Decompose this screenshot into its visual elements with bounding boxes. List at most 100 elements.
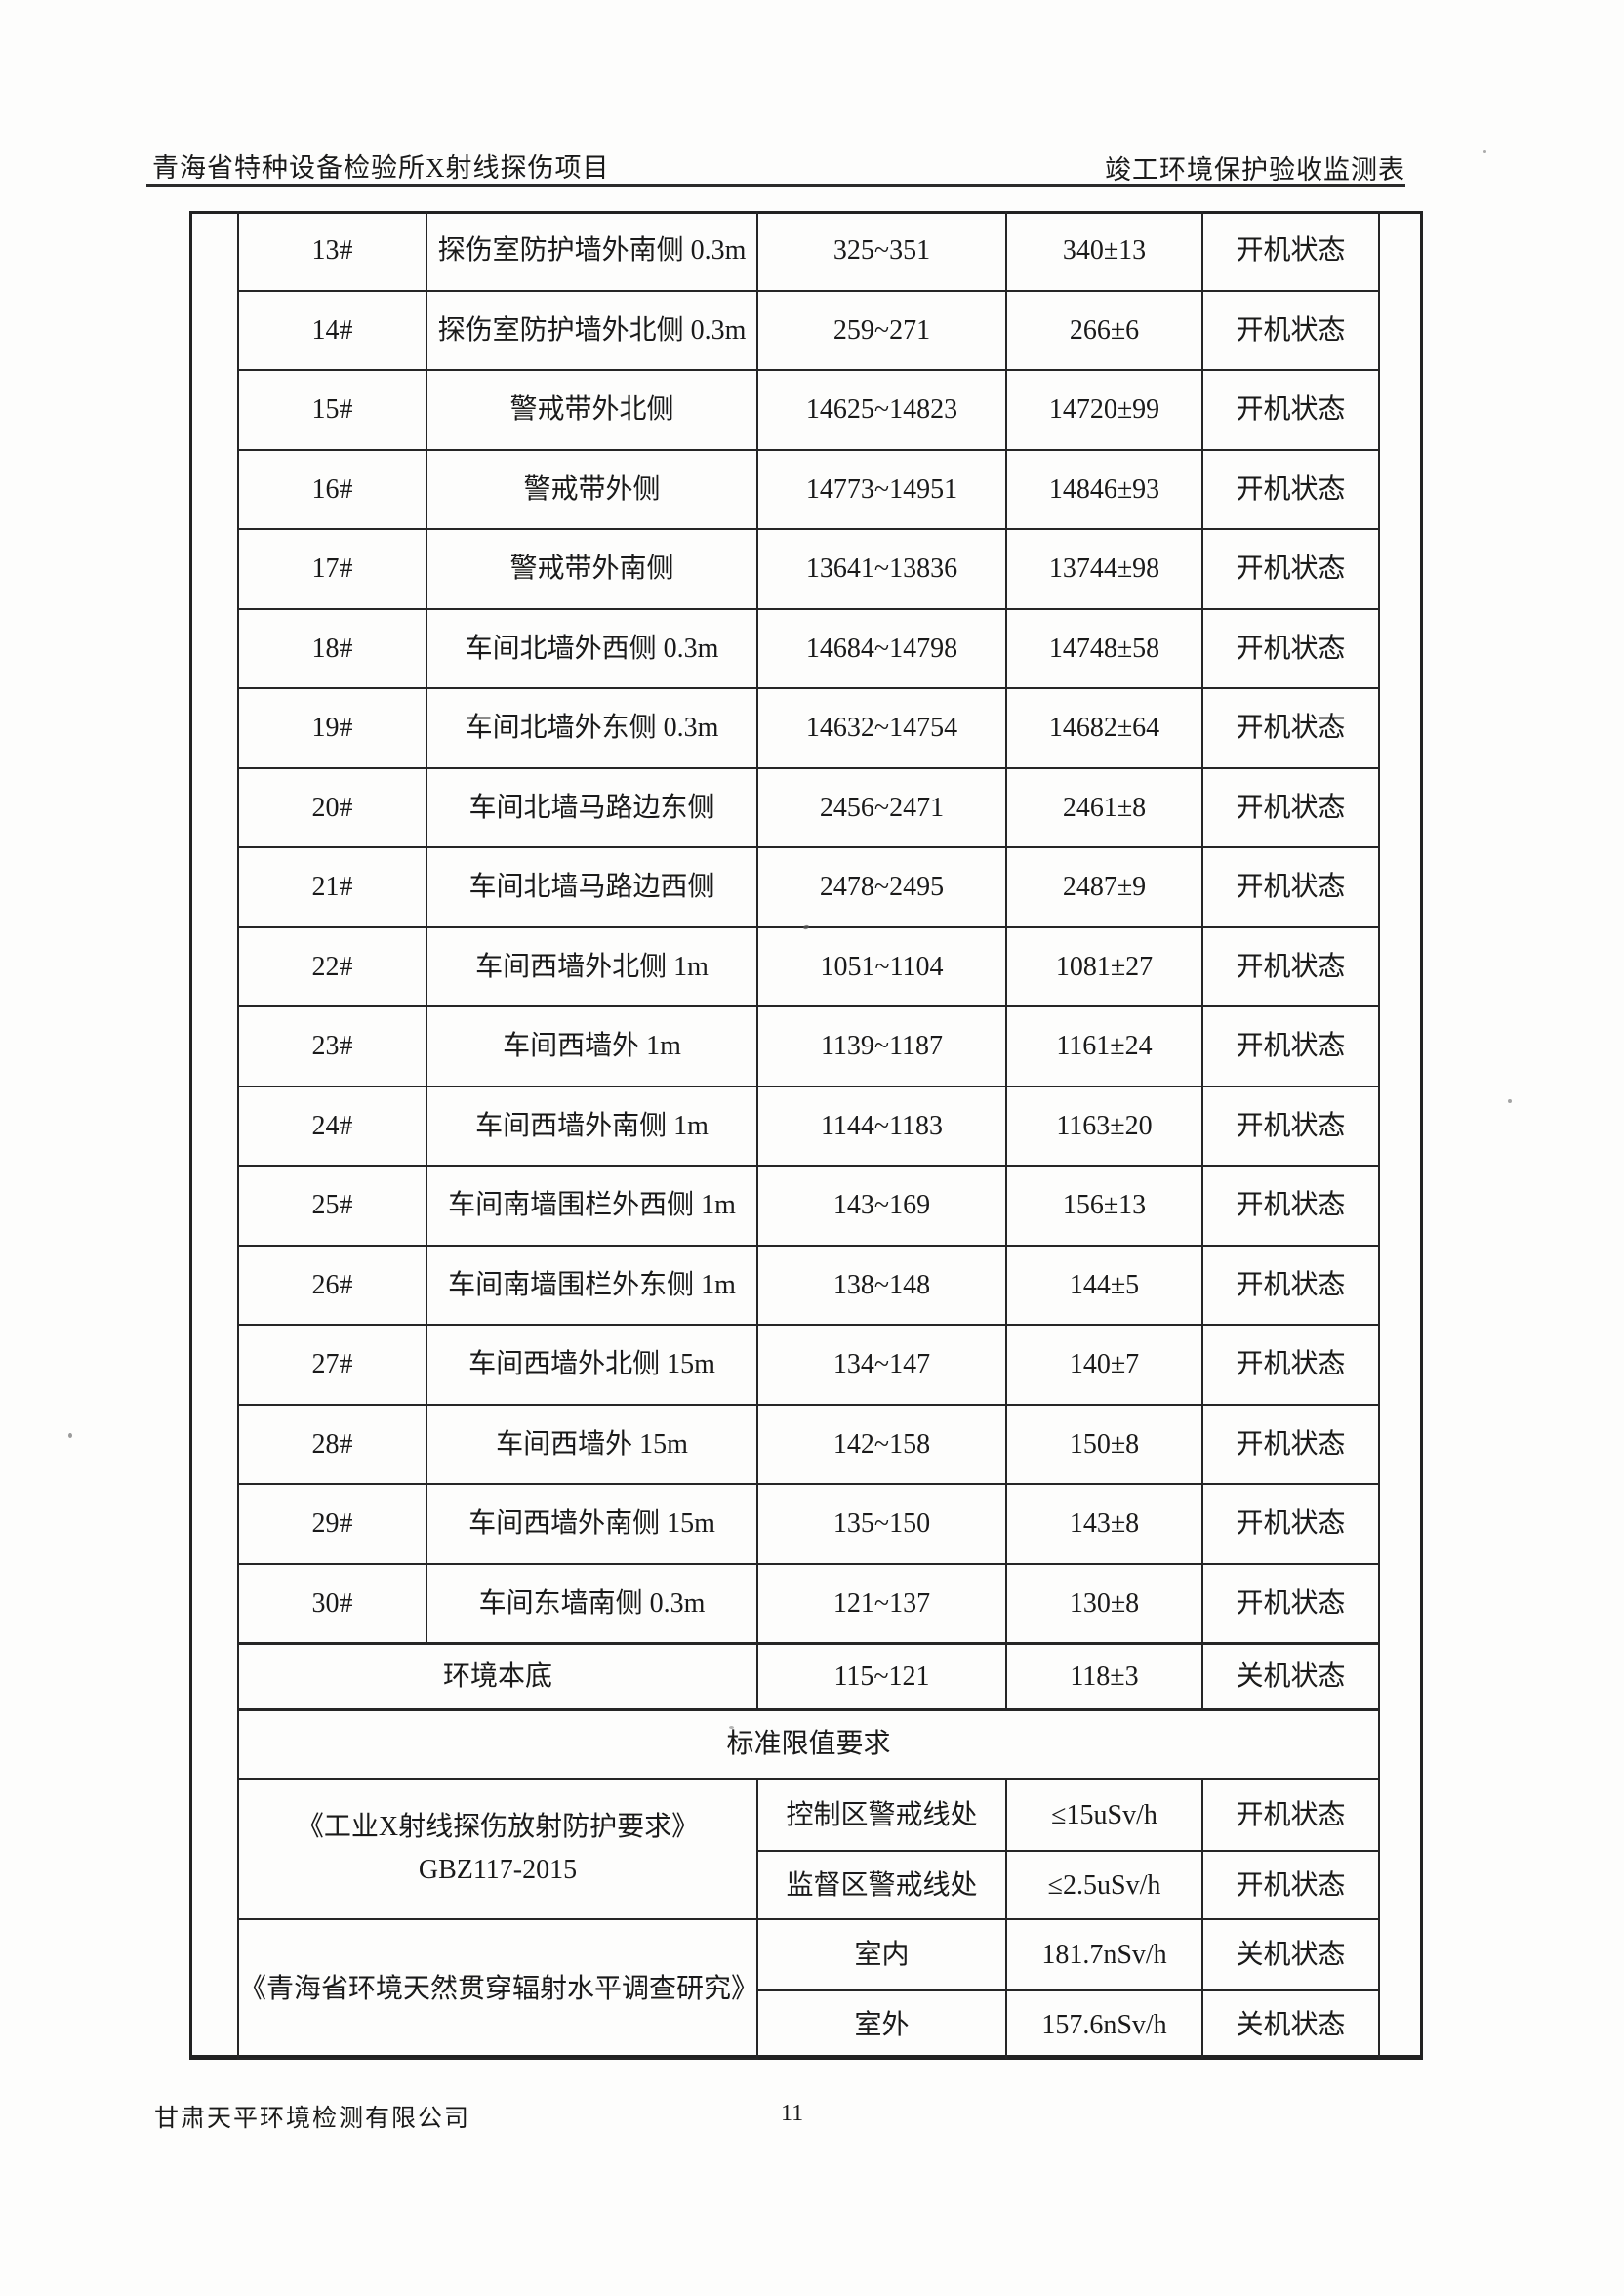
machine-status-cell: 开机状态 xyxy=(1201,925,1380,1007)
dose-range-cell: 14625~14823 xyxy=(756,369,1007,451)
table-row: 22# 车间西墙外北侧 1m 1051~1104 1081±27 开机状态 xyxy=(237,925,1380,1007)
background-label-cell: 环境本底 xyxy=(237,1641,758,1710)
dose-range-cell: 2456~2471 xyxy=(756,766,1007,848)
background-row: 环境本底 115~121 118±3 关机状态 xyxy=(237,1641,1380,1710)
point-id-cell: 13# xyxy=(237,211,427,292)
dose-mean-cell: 140±7 xyxy=(1005,1324,1203,1406)
standards-header-cell: 标准限值要求 xyxy=(237,1707,1380,1780)
point-id-cell: 29# xyxy=(237,1483,427,1565)
dose-mean-cell: 144±5 xyxy=(1005,1244,1203,1326)
machine-status-cell: 开机状态 xyxy=(1201,1778,1380,1852)
point-id-cell: 16# xyxy=(237,448,427,530)
machine-status-cell: 关机状态 xyxy=(1201,1641,1380,1710)
scan-speck xyxy=(729,1726,734,1729)
table-row: 28# 车间西墙外 15m 142~158 150±8 开机状态 xyxy=(237,1403,1380,1485)
machine-status-cell: 开机状态 xyxy=(1201,1850,1380,1920)
table-row: 19# 车间北墙外东侧 0.3m 14632~14754 14682±64 开机… xyxy=(237,687,1380,769)
dose-mean-cell: 1081±27 xyxy=(1005,925,1203,1007)
dose-range-cell: 143~169 xyxy=(756,1165,1007,1247)
point-location-cell: 车间南墙围栏外东侧 1m xyxy=(426,1244,758,1326)
monitoring-table: 13# 探伤室防护墙外南侧 0.3m 325~351 340±13 开机状态 1… xyxy=(237,211,1380,2060)
dose-range-cell: 259~271 xyxy=(756,289,1007,371)
dose-range-cell: 115~121 xyxy=(756,1641,1007,1710)
point-id-cell: 27# xyxy=(237,1324,427,1406)
point-id-cell: 22# xyxy=(237,925,427,1007)
table-row: 26# 车间南墙围栏外东侧 1m 138~148 144±5 开机状态 xyxy=(237,1244,1380,1326)
standard-location-cell: 室内 xyxy=(756,1918,1007,1991)
point-location-cell: 警戒带外北侧 xyxy=(426,369,758,451)
point-location-cell: 车间西墙外北侧 1m xyxy=(426,925,758,1007)
standard-row: 《工业X射线探伤放射防护要求》 GBZ117-2015 控制区警戒线处 ≤15u… xyxy=(237,1778,1380,1920)
machine-status-cell: 开机状态 xyxy=(1201,687,1380,769)
machine-status-cell: 开机状态 xyxy=(1201,528,1380,610)
dose-mean-cell: 14846±93 xyxy=(1005,448,1203,530)
table-row: 29# 车间西墙外南侧 15m 135~150 143±8 开机状态 xyxy=(237,1483,1380,1565)
point-location-cell: 车间北墙外西侧 0.3m xyxy=(426,607,758,689)
standard-row: 监督区警戒线处 ≤2.5uSv/h 开机状态 xyxy=(238,1850,1380,1920)
machine-status-cell: 开机状态 xyxy=(1201,1085,1380,1167)
machine-status-cell: 开机状态 xyxy=(1201,1562,1380,1644)
dose-range-cell: 134~147 xyxy=(756,1324,1007,1406)
standard-limit-cell: 157.6nSv/h xyxy=(1005,1989,1203,2059)
machine-status-cell: 开机状态 xyxy=(1201,1403,1380,1485)
point-id-cell: 19# xyxy=(237,687,427,769)
dose-range-cell: 13641~13836 xyxy=(756,528,1007,610)
company-name: 甘肃天平环境检测有限公司 xyxy=(154,2106,471,2132)
header-rule xyxy=(146,184,1405,187)
dose-mean-cell: 1163±20 xyxy=(1005,1085,1203,1167)
machine-status-cell: 开机状态 xyxy=(1201,289,1380,371)
point-location-cell: 车间西墙外南侧 1m xyxy=(426,1085,758,1167)
standard-source-cell: 《工业X射线探伤放射防护要求》 GBZ117-2015 xyxy=(237,1778,758,1920)
point-id-cell: 20# xyxy=(237,766,427,848)
standard-location-cell: 控制区警戒线处 xyxy=(756,1778,1007,1852)
dose-mean-cell: 2461±8 xyxy=(1005,766,1203,848)
point-location-cell: 车间西墙外 1m xyxy=(426,1005,758,1087)
point-id-cell: 24# xyxy=(237,1085,427,1167)
point-location-cell: 车间西墙外 15m xyxy=(426,1403,758,1485)
scan-speck xyxy=(1483,150,1486,153)
point-id-cell: 18# xyxy=(237,607,427,689)
machine-status-cell: 关机状态 xyxy=(1201,1989,1380,2059)
machine-status-cell: 开机状态 xyxy=(1201,448,1380,530)
dose-mean-cell: 14748±58 xyxy=(1005,607,1203,689)
dose-mean-cell: 150±8 xyxy=(1005,1403,1203,1485)
dose-range-cell: 14684~14798 xyxy=(756,607,1007,689)
point-id-cell: 15# xyxy=(237,369,427,451)
dose-mean-cell: 340±13 xyxy=(1005,211,1203,292)
dose-range-cell: 325~351 xyxy=(756,211,1007,292)
point-location-cell: 警戒带外侧 xyxy=(426,448,758,530)
point-location-cell: 车间南墙围栏外西侧 1m xyxy=(426,1165,758,1247)
dose-mean-cell: 1161±24 xyxy=(1005,1005,1203,1087)
dose-mean-cell: 130±8 xyxy=(1005,1562,1203,1644)
table-row: 16# 警戒带外侧 14773~14951 14846±93 开机状态 xyxy=(237,448,1380,530)
table-row: 17# 警戒带外南侧 13641~13836 13744±98 开机状态 xyxy=(237,528,1380,610)
dose-mean-cell: 2487±9 xyxy=(1005,846,1203,928)
point-id-cell: 17# xyxy=(237,528,427,610)
table-row: 18# 车间北墙外西侧 0.3m 14684~14798 14748±58 开机… xyxy=(237,607,1380,689)
point-location-cell: 车间东墙南侧 0.3m xyxy=(426,1562,758,1644)
standard-source-cell: 《青海省环境天然贯穿辐射水平调查研究》 xyxy=(237,1918,758,2060)
table-row: 24# 车间西墙外南侧 1m 1144~1183 1163±20 开机状态 xyxy=(237,1085,1380,1167)
standard-limit-cell: 181.7nSv/h xyxy=(1005,1918,1203,1991)
dose-mean-cell: 118±3 xyxy=(1005,1641,1203,1710)
machine-status-cell: 开机状态 xyxy=(1201,1483,1380,1565)
machine-status-cell: 开机状态 xyxy=(1201,1244,1380,1326)
standard-limit-cell: ≤15uSv/h xyxy=(1005,1778,1203,1852)
dose-range-cell: 1051~1104 xyxy=(756,925,1007,1007)
table-row: 21# 车间北墙马路边西侧 2478~2495 2487±9 开机状态 xyxy=(237,846,1380,928)
page-number: 11 xyxy=(781,2101,804,2126)
dose-range-cell: 14632~14754 xyxy=(756,687,1007,769)
standard-row: 室外 157.6nSv/h 关机状态 xyxy=(238,1989,1380,2059)
point-id-cell: 25# xyxy=(237,1165,427,1247)
table-row: 23# 车间西墙外 1m 1139~1187 1161±24 开机状态 xyxy=(237,1005,1380,1087)
standard-row: 《青海省环境天然贯穿辐射水平调查研究》 室内 181.7nSv/h 关机状态 xyxy=(237,1918,1380,2060)
point-location-cell: 车间北墙马路边东侧 xyxy=(426,766,758,848)
point-location-cell: 车间西墙外北侧 15m xyxy=(426,1324,758,1406)
table-row: 30# 车间东墙南侧 0.3m 121~137 130±8 开机状态 xyxy=(237,1562,1380,1644)
scan-speck xyxy=(1508,1099,1512,1103)
machine-status-cell: 开机状态 xyxy=(1201,1324,1380,1406)
dose-mean-cell: 156±13 xyxy=(1005,1165,1203,1247)
dose-range-cell: 142~158 xyxy=(756,1403,1007,1485)
machine-status-cell: 开机状态 xyxy=(1201,369,1380,451)
